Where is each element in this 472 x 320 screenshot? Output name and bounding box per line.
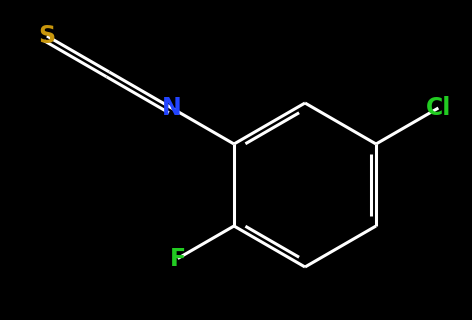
Text: F: F — [169, 246, 186, 270]
Text: N: N — [162, 96, 182, 120]
Text: Cl: Cl — [426, 96, 451, 120]
Text: S: S — [38, 24, 56, 48]
